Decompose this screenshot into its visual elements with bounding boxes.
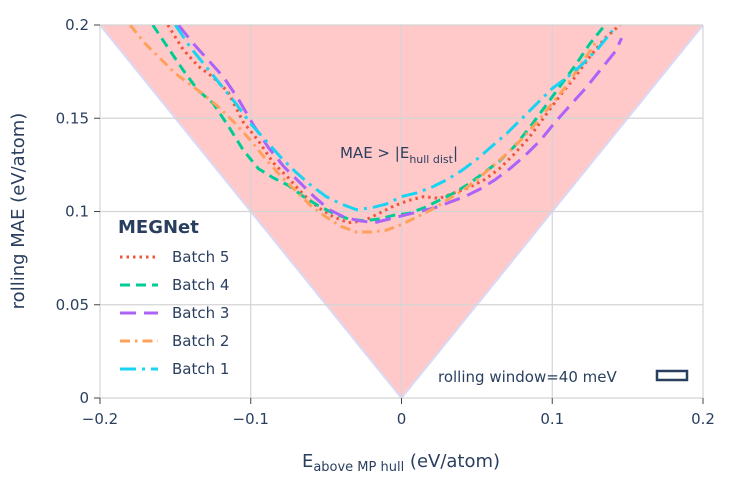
legend-title: MEGNet <box>118 217 199 238</box>
rolling-window-indicator <box>655 369 689 382</box>
legend-label-batch-1: Batch 1 <box>172 360 229 378</box>
y-tick-label: 0.05 <box>56 296 89 314</box>
legend-label-batch-3: Batch 3 <box>172 304 229 322</box>
mae-equals-hull-distance-boundary <box>100 25 703 398</box>
triangle-annotation-suffix: | <box>453 144 458 162</box>
x-axis-title-unit: (eV/atom) <box>404 451 500 472</box>
series-line-batch-5 <box>166 25 622 225</box>
triangle-annotation: MAE > |Ehull dist| <box>340 144 458 166</box>
y-tick-label: 0.1 <box>65 203 89 221</box>
x-axis-title-subscript: above MP hull <box>313 460 404 475</box>
rolling-window-label: rolling window=40 meV <box>438 368 617 386</box>
series-line-batch-4 <box>151 25 607 223</box>
x-tick-label: 0.1 <box>540 410 564 428</box>
y-tick-label: 0.2 <box>65 16 89 34</box>
legend-items: Batch 5 Batch 4 Batch 3 Batch 2 Batch 1 <box>120 248 229 378</box>
x-tick-label: 0 <box>397 410 407 428</box>
y-tick-label: 0 <box>79 389 89 407</box>
x-axis-ticks: −0.2 −0.1 0 0.1 0.2 <box>82 398 715 428</box>
series-lines <box>129 25 623 234</box>
x-tick-label: −0.2 <box>82 410 118 428</box>
y-tick-label: 0.15 <box>56 109 89 127</box>
x-tick-label: −0.1 <box>233 410 269 428</box>
x-tick-label: 0.2 <box>691 410 715 428</box>
x-axis-title-main: E <box>302 451 313 472</box>
y-axis-ticks: 0 0.05 0.1 0.15 0.2 <box>56 16 100 407</box>
y-axis-title: rolling MAE (eV/atom) <box>8 113 29 310</box>
legend-label-batch-2: Batch 2 <box>172 332 229 350</box>
legend-label-batch-5: Batch 5 <box>172 248 229 266</box>
triangle-annotation-subscript: hull dist <box>409 153 453 166</box>
triangle-annotation-prefix: MAE > |E <box>340 144 409 162</box>
series-line-batch-1 <box>174 25 614 212</box>
x-axis-title: Eabove MP hull (eV/atom) <box>302 451 500 475</box>
series-line-batch-2 <box>129 25 599 234</box>
legend-label-batch-4: Batch 4 <box>172 276 229 294</box>
